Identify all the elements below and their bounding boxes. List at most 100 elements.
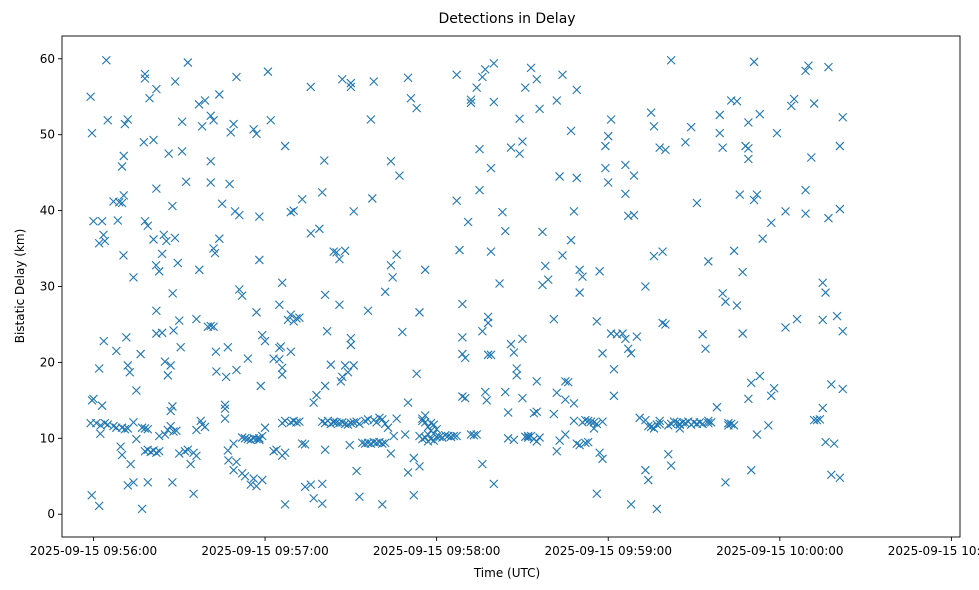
data-point: [695, 417, 705, 427]
data-point: [703, 257, 713, 266]
data-point: [186, 459, 196, 469]
data-point: [498, 207, 507, 217]
data-point: [532, 376, 542, 386]
data-point: [540, 261, 550, 271]
data-point: [600, 163, 610, 173]
data-point: [632, 332, 642, 341]
data-point: [129, 273, 138, 282]
data-point: [766, 218, 776, 228]
data-point: [669, 417, 679, 427]
data-point: [489, 479, 499, 489]
data-point: [592, 317, 602, 326]
data-point: [257, 431, 267, 441]
data-point: [131, 434, 141, 444]
data-point: [220, 404, 230, 414]
data-point: [243, 354, 253, 364]
data-point: [478, 72, 487, 82]
data-point: [320, 445, 330, 455]
data-point: [592, 489, 602, 499]
data-point: [472, 83, 482, 93]
data-point: [692, 198, 702, 208]
data-point: [552, 446, 562, 456]
data-point: [320, 381, 330, 391]
data-point: [432, 424, 442, 434]
data-point: [826, 380, 836, 389]
data-point: [572, 439, 582, 449]
data-point: [403, 73, 413, 83]
data-point: [309, 493, 319, 503]
data-point: [225, 179, 234, 189]
data-point: [712, 402, 722, 412]
x-tick-label: 2025-09-15 09:57:00: [201, 544, 328, 558]
data-point: [223, 446, 233, 455]
data-point: [457, 349, 467, 359]
data-point: [100, 236, 110, 246]
data-point: [101, 55, 111, 65]
data-point: [169, 326, 178, 335]
data-point: [121, 332, 131, 342]
data-point: [512, 364, 522, 373]
data-point: [117, 198, 127, 208]
data-point: [120, 424, 130, 434]
data-point: [746, 378, 756, 388]
data-point: [658, 247, 667, 256]
data-point: [681, 137, 690, 147]
data-point: [457, 332, 467, 342]
data-point: [377, 414, 387, 424]
data-point: [246, 480, 256, 490]
data-point: [380, 438, 390, 448]
data-point: [210, 248, 220, 258]
data-point: [806, 153, 816, 162]
data-point: [232, 72, 241, 82]
data-point: [337, 74, 347, 84]
data-point: [174, 449, 184, 458]
data-point: [94, 364, 104, 373]
data-point: [164, 149, 174, 159]
data-point: [772, 128, 782, 138]
data-point: [838, 326, 848, 336]
data-point: [629, 210, 639, 220]
data-point: [429, 420, 439, 430]
data-point: [466, 98, 476, 108]
data-point: [157, 249, 167, 259]
data-point: [157, 328, 167, 338]
y-tick-label: 30: [40, 280, 55, 294]
data-point: [283, 315, 293, 325]
data-point: [154, 431, 164, 441]
data-point: [752, 190, 762, 200]
data-point: [460, 353, 470, 363]
data-point: [641, 282, 650, 291]
data-point: [386, 449, 396, 458]
data-point: [123, 361, 133, 370]
data-point: [345, 440, 355, 450]
data-point: [460, 393, 470, 403]
data-point: [752, 430, 762, 439]
data-point: [403, 398, 413, 408]
data-point: [237, 291, 247, 300]
data-point: [160, 430, 170, 439]
data-point: [317, 479, 327, 489]
data-point: [466, 95, 476, 105]
data-point: [161, 236, 171, 246]
data-point: [352, 466, 361, 476]
data-point: [174, 316, 184, 326]
data-point: [658, 318, 667, 328]
data-point: [503, 408, 513, 417]
data-point: [409, 453, 419, 463]
data-point: [621, 160, 630, 170]
data-point: [455, 245, 464, 255]
data-point: [340, 361, 350, 370]
data-point: [475, 144, 484, 154]
data-point: [663, 449, 673, 459]
data-point: [129, 477, 138, 487]
data-point: [815, 414, 825, 424]
data-point: [120, 119, 130, 129]
data-point: [649, 251, 659, 261]
data-point: [769, 383, 779, 393]
data-point: [240, 471, 250, 481]
data-point: [380, 419, 390, 429]
data-point: [292, 417, 301, 427]
data-point: [346, 333, 356, 343]
data-point: [294, 417, 304, 427]
